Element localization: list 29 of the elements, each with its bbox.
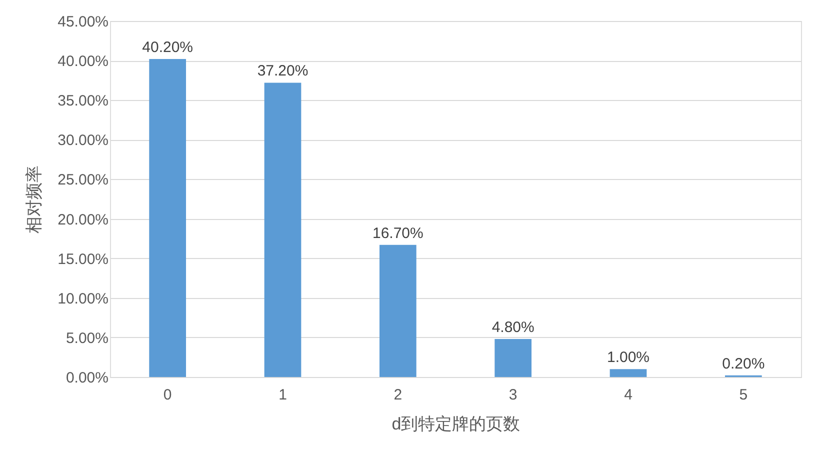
bar [610,369,647,377]
y-tick-label: 10.00% [58,290,108,308]
bar [264,82,302,377]
x-tick-label: 1 [278,386,287,404]
data-label: 16.70% [372,224,424,242]
data-label: 0.20% [722,355,765,372]
data-label: 40.20% [142,38,194,56]
y-tick-label: 5.00% [66,330,108,347]
data-label: 4.80% [492,319,534,336]
y-tick-label: 35.00% [58,92,108,110]
data-label: 37.20% [257,62,308,80]
y-tick-label: 20.00% [58,211,108,228]
y-tick-label: 0.00% [66,370,108,386]
x-tick-label: 3 [508,386,518,404]
x-tick-label: 2 [394,386,402,404]
data-label: 1.00% [606,349,650,366]
bar [149,58,186,377]
bar [494,339,532,377]
x-tick-label: 4 [624,386,632,404]
x-tick-label: 5 [739,386,748,404]
bar [379,244,416,377]
y-axis-title: 相对频率 [24,166,44,234]
y-tick-label: 45.00% [58,14,108,30]
y-tick-label: 15.00% [58,250,108,268]
x-axis-title: d到特定牌的页数 [392,414,520,434]
y-tick-label: 40.00% [58,53,108,70]
y-tick-label: 30.00% [58,132,108,150]
y-tick-label: 25.00% [58,172,108,189]
x-tick-label: 0 [163,386,172,404]
